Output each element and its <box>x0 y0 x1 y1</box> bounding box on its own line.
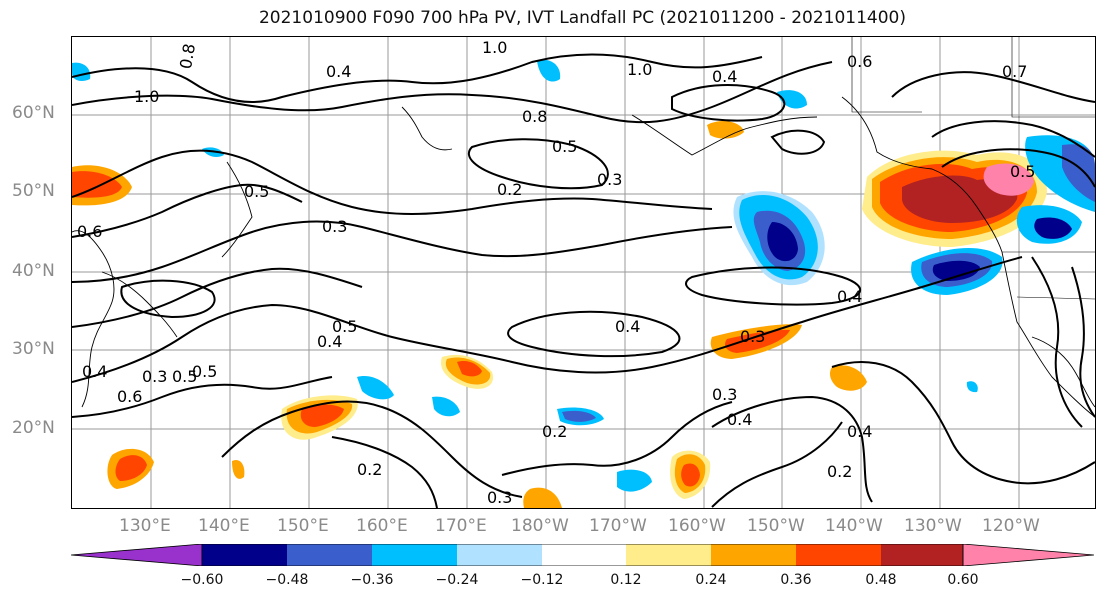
contour-label: 1.0 <box>627 60 652 79</box>
colorbar-segment <box>711 544 796 566</box>
contour-label: 0.2 <box>497 180 522 199</box>
lon-label-120w: 120°W <box>982 516 1040 536</box>
colorbar-tick: −0.48 <box>265 572 309 588</box>
colorbar-segment <box>881 544 963 566</box>
contour-label: 0.3 <box>740 327 765 346</box>
colorbar-tick: 0.36 <box>780 572 812 588</box>
contour-label-layer: 1.0 0.8 0.4 1.0 1.0 0.4 0.6 0.7 0.8 0.5 … <box>77 38 1035 507</box>
lon-label-170w: 170°W <box>589 516 647 536</box>
contour-label: 0.4 <box>847 422 872 441</box>
lon-label-180w: 180°W <box>511 516 569 536</box>
lat-label-40n: 40°N <box>12 261 55 281</box>
colorbar-segment <box>372 544 457 566</box>
colorbar-segment <box>287 544 372 566</box>
political-boundaries <box>851 37 1095 300</box>
colorbar-tick: 0.12 <box>610 572 642 588</box>
colorbar-segment <box>796 544 881 566</box>
colorbar-extend-low <box>71 544 203 566</box>
contour-label: 0.6 <box>847 52 872 71</box>
contour-label: 0.2 <box>542 422 567 441</box>
contour-label: 0.2 <box>357 460 382 479</box>
map-title: 2021010900 F090 700 hPa PV, IVT Landfall… <box>258 8 906 28</box>
pv-contours <box>72 53 1095 508</box>
colorbar-segment <box>542 544 626 566</box>
contour-label: 0.4 <box>82 362 107 381</box>
contour-label: 0.4 <box>317 332 342 351</box>
colorbar-tick: −0.12 <box>520 572 564 588</box>
colorbar <box>71 544 1094 566</box>
lon-label-140w: 140°W <box>825 516 883 536</box>
contour-label: 0.4 <box>837 287 862 306</box>
colorbar-segment <box>202 544 287 566</box>
lon-label-160w: 160°W <box>668 516 726 536</box>
lon-label-130w: 130°W <box>904 516 962 536</box>
contour-label: 0.3 <box>487 488 512 507</box>
colorbar-tick: −0.24 <box>435 572 479 588</box>
lon-label-140e: 140°E <box>198 516 250 536</box>
colorbar-tick: −0.60 <box>180 572 224 588</box>
contour-label: 0.8 <box>176 42 199 70</box>
contour-label: 0.3 <box>597 170 622 189</box>
contour-label: 0.4 <box>326 62 351 81</box>
contour-label: 0.3 <box>142 367 167 386</box>
contour-label: 0.5 <box>192 362 217 381</box>
contour-label: 1.0 <box>482 38 507 57</box>
colorbar-tick: 0.24 <box>695 572 727 588</box>
lat-label-60n: 60°N <box>12 103 55 123</box>
contour-label: 1.0 <box>134 87 159 106</box>
contour-label: 0.5 <box>172 367 197 386</box>
colorbar-tick: 0.48 <box>865 572 897 588</box>
colorbar-segment <box>457 544 542 566</box>
contour-label: 0.6 <box>77 222 102 241</box>
contour-label: 0.5 <box>332 317 357 336</box>
map-canvas: 1.0 0.8 0.4 1.0 1.0 0.4 0.6 0.7 0.8 0.5 … <box>72 37 1095 508</box>
colorbar-tick: 0.60 <box>947 572 979 588</box>
contour-label: 0.4 <box>727 410 752 429</box>
contour-label: 0.4 <box>615 317 640 336</box>
colorbar-tick: −0.36 <box>350 572 394 588</box>
contour-label: 0.8 <box>522 107 547 126</box>
colorbar-segment <box>626 544 711 566</box>
lat-label-20n: 20°N <box>12 418 55 438</box>
contour-label: 0.6 <box>117 387 142 406</box>
lon-label-150e: 150°E <box>277 516 329 536</box>
lon-label-150w: 150°W <box>747 516 805 536</box>
contour-label: 0.5 <box>1010 162 1035 181</box>
contour-label: 0.4 <box>712 67 737 86</box>
contour-label: 0.5 <box>244 182 269 201</box>
lat-label-30n: 30°N <box>12 339 55 359</box>
map-panel: 1.0 0.8 0.4 1.0 1.0 0.4 0.6 0.7 0.8 0.5 … <box>71 36 1096 509</box>
lat-label-50n: 50°N <box>12 181 55 201</box>
contour-label: 0.7 <box>1002 62 1027 81</box>
lon-label-130e: 130°E <box>119 516 171 536</box>
lon-label-170e: 170°E <box>435 516 487 536</box>
contour-label: 0.3 <box>322 217 347 236</box>
ivt-shading <box>72 59 1095 508</box>
lon-label-160e: 160°E <box>356 516 408 536</box>
contour-label: 0.3 <box>712 385 737 404</box>
contour-label: 0.2 <box>827 462 852 481</box>
contour-label: 0.5 <box>552 137 577 156</box>
colorbar-extend-high <box>962 544 1094 566</box>
